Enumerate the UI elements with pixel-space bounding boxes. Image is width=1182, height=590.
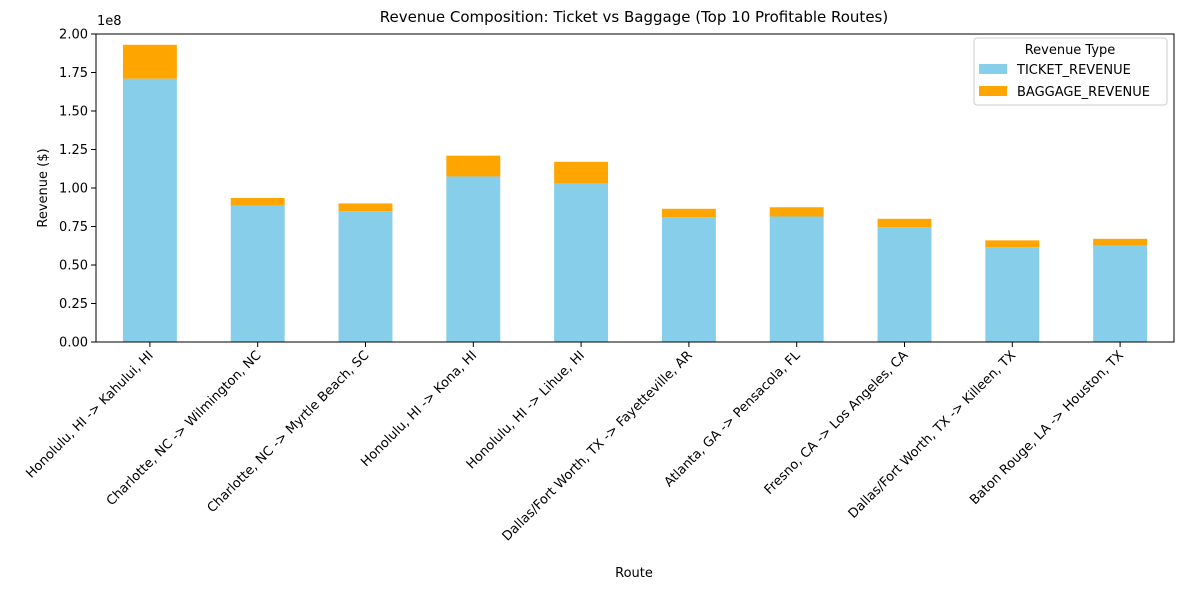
bar-baggage-2 xyxy=(230,198,285,206)
bar-ticket-9 xyxy=(985,247,1040,342)
x-tick-label: Honolulu, HI -> Lihue, HI xyxy=(464,348,588,472)
bar-ticket-5 xyxy=(554,183,609,342)
y-tick-label: 0.50 xyxy=(59,259,88,274)
bar-baggage-6 xyxy=(661,208,716,218)
y-axis-multiplier: 1e8 xyxy=(97,14,122,29)
x-axis-label: Route xyxy=(615,566,653,581)
bar-baggage-8 xyxy=(877,218,932,228)
y-tick-label: 0.00 xyxy=(59,336,88,351)
bar-baggage-1 xyxy=(122,44,177,79)
bar-ticket-7 xyxy=(769,216,824,342)
y-tick-label: 1.75 xyxy=(59,66,88,81)
bar-baggage-10 xyxy=(1093,238,1148,246)
bar-ticket-1 xyxy=(122,78,177,342)
y-axis-ticks: 0.00 0.25 0.50 0.75 1.00 1.25 1.50 1.75 2.00 xyxy=(59,28,96,351)
chart-title: Revenue Composition: Ticket vs Baggage (… xyxy=(380,8,888,26)
bar-baggage-7 xyxy=(769,207,824,217)
bar-ticket-6 xyxy=(661,217,716,342)
plot-frame xyxy=(95,33,1175,343)
bar-ticket-10 xyxy=(1093,245,1148,342)
y-tick-label: 1.50 xyxy=(59,105,88,120)
x-tick-label: Honolulu, HI -> Kahului, HI xyxy=(23,348,156,481)
x-tick-label: Dallas/Fort Worth, TX -> Killeen, TX xyxy=(846,348,1019,521)
legend: Revenue Type TICKET_REVENUE BAGGAGE_REVE… xyxy=(973,37,1168,106)
bar-ticket-3 xyxy=(338,211,393,342)
bar-ticket-8 xyxy=(877,227,932,342)
bar-baggage-5 xyxy=(554,161,609,184)
bar-ticket-4 xyxy=(446,176,501,342)
bar-baggage-3 xyxy=(338,203,393,212)
y-tick-label: 1.00 xyxy=(59,182,88,197)
legend-swatch-baggage xyxy=(979,86,1007,96)
legend-swatch-ticket xyxy=(979,64,1007,74)
y-tick-label: 1.25 xyxy=(59,143,88,158)
legend-label-ticket: TICKET_REVENUE xyxy=(1016,63,1131,78)
y-tick-label: 0.75 xyxy=(59,220,88,235)
y-tick-label: 0.25 xyxy=(59,297,88,312)
x-tick-label: Honolulu, HI -> Kona, HI xyxy=(358,348,480,470)
y-axis-label: Revenue ($) xyxy=(36,148,51,227)
bar-baggage-4 xyxy=(446,155,501,177)
legend-label-baggage: BAGGAGE_REVENUE xyxy=(1017,85,1150,100)
y-tick-label: 2.00 xyxy=(59,28,88,43)
bars-layer xyxy=(122,44,1148,342)
bar-ticket-2 xyxy=(230,205,285,342)
legend-box xyxy=(973,37,1168,106)
x-tick-label: Dallas/Fort Worth, TX -> Fayetteville, A… xyxy=(500,348,696,544)
bar-baggage-9 xyxy=(985,240,1040,248)
legend-title: Revenue Type xyxy=(1025,43,1116,58)
